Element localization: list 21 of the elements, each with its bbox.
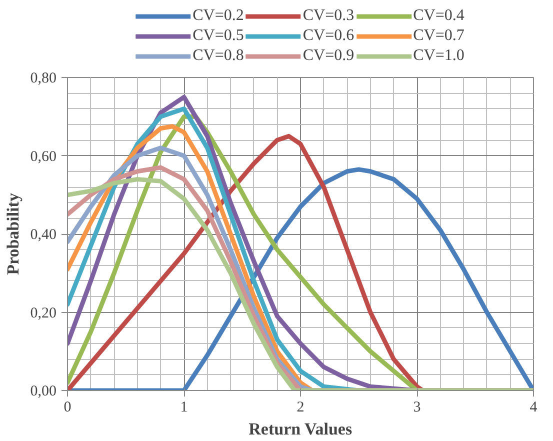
legend-label: CV=0.9	[302, 47, 354, 65]
legend-label: CV=0.5	[192, 27, 244, 45]
y-tick-label: 0,40	[30, 227, 56, 243]
legend-label: CV=0.3	[302, 7, 354, 25]
y-tick-label: 0,20	[30, 305, 56, 322]
y-axis-title: Probability	[3, 192, 22, 275]
legend-label: CV=0.2	[192, 7, 244, 25]
x-tick-label: 4	[530, 400, 538, 416]
legend-label: CV=0.7	[413, 27, 464, 45]
x-tick-label: 2	[296, 400, 304, 416]
x-tick-label: 0	[64, 400, 72, 416]
legend-label: CV=0.8	[192, 47, 244, 65]
y-tick-label: 0,00	[30, 384, 56, 400]
legend-label: CV=0.4	[413, 7, 464, 25]
x-tick-label: 3	[413, 400, 421, 416]
legend-label: CV=1.0	[413, 47, 464, 65]
legend-label: CV=0.6	[302, 27, 354, 45]
y-tick-label: 0,60	[30, 148, 56, 165]
x-axis-title: Return Values	[248, 420, 352, 438]
x-tick-label: 1	[180, 400, 188, 416]
y-tick-label: 0,80	[30, 70, 56, 86]
